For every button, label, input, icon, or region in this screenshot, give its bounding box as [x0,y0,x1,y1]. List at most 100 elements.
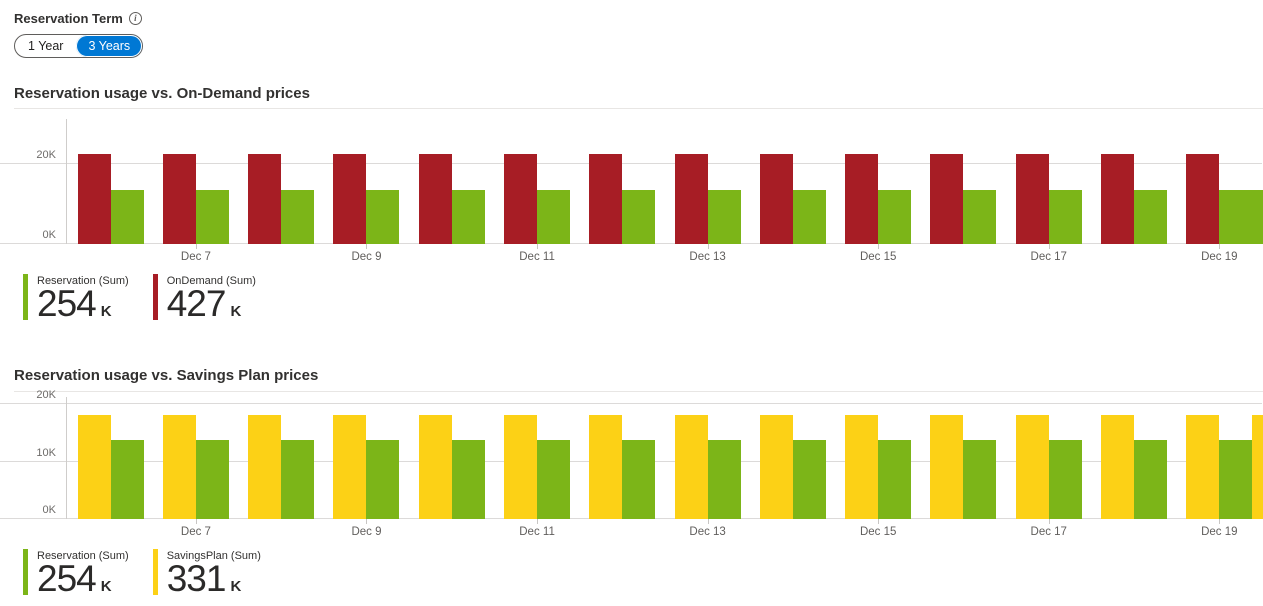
bar-reservation[interactable] [878,190,912,244]
bar-savingsplan[interactable] [162,415,196,519]
x-tick-mark [537,519,539,524]
bar-savingsplan[interactable] [674,415,708,519]
bar-group [324,154,409,244]
bar-reservation[interactable] [622,190,656,244]
bar-group [1006,415,1091,519]
partial-bar-right-edge[interactable] [1252,190,1263,244]
bar-group [68,415,153,519]
bar-ondemand[interactable] [1101,154,1135,244]
bar-savingsplan[interactable] [418,415,452,519]
bar-group [1006,154,1091,244]
bar-ondemand[interactable] [248,154,282,244]
x-axis-label: Dec 15 [836,244,921,266]
bar-savingsplan[interactable] [1186,415,1220,519]
bar-reservation[interactable] [792,440,826,519]
bars-row [68,397,1262,519]
x-axis-label: Dec 7 [153,519,238,541]
bar-reservation[interactable] [537,440,571,519]
bar-reservation[interactable] [1134,440,1168,519]
x-axis-slot [68,519,153,541]
legend-value: 427 [166,283,227,324]
x-axis-label: Dec 17 [1006,244,1091,266]
bar-ondemand[interactable] [1186,154,1220,244]
bar-reservation[interactable] [451,440,485,519]
x-axis-labels: Dec 7 Dec 9 Dec 11 Dec 13 Dec 15 Dec 17 Dec 19 [68,519,1262,541]
bar-reservation[interactable] [878,440,912,519]
bar-reservation[interactable] [195,440,229,519]
savings-plan-chart: 0K 10K 20K Dec 7 Dec 9 Dec 11 Dec 13 Dec 15 Dec… [0,389,1263,541]
bar-group [750,415,835,519]
bar-ondemand[interactable] [930,154,964,244]
section-divider [14,108,1263,109]
bar-reservation[interactable] [1048,190,1082,244]
legend-unit: K [230,578,242,595]
bar-ondemand[interactable] [1015,154,1049,244]
x-tick-mark [366,519,368,524]
bar-savingsplan[interactable] [504,415,538,519]
x-tick-mark [1048,244,1050,249]
bar-reservation[interactable] [366,440,400,519]
bar-ondemand[interactable] [418,154,452,244]
bar-savingsplan[interactable] [845,415,879,519]
legend-color-bar [152,549,158,595]
info-icon[interactable]: i [128,12,142,25]
bar-reservation[interactable] [195,190,229,244]
bar-reservation[interactable] [110,190,144,244]
bar-reservation[interactable] [281,440,315,519]
bar-savingsplan[interactable] [1015,415,1049,519]
bar-savingsplan[interactable] [248,415,282,519]
x-axis-slot [580,244,665,266]
bar-reservation[interactable] [1219,440,1253,519]
bar-group [1091,154,1176,244]
bar-savingsplan[interactable] [333,415,367,519]
x-tick-mark [707,244,709,249]
legend-color-bar [23,549,28,595]
bar-ondemand[interactable] [845,154,879,244]
x-axis-slot [580,519,665,541]
bar-reservation[interactable] [110,440,144,519]
bar-savingsplan[interactable] [930,415,964,519]
bar-reservation[interactable] [622,440,656,519]
y-axis-tick-label: 20K [36,388,56,401]
x-axis-label: Dec 13 [665,244,750,266]
x-axis-slot [409,244,494,266]
x-axis-labels: Dec 7 Dec 9 Dec 11 Dec 13 Dec 15 Dec 17 Dec 19 [68,244,1262,266]
x-axis-label: Dec 19 [1177,519,1262,541]
bar-reservation[interactable] [537,190,571,244]
x-axis-label: Dec 11 [494,519,579,541]
x-tick-mark [1219,519,1221,524]
bar-ondemand[interactable] [504,154,538,244]
partial-bar-right-edge[interactable] [1252,415,1263,519]
toggle-option-3-years[interactable]: 3 Years [76,35,143,57]
bar-savingsplan[interactable] [77,415,111,519]
bar-group [494,154,579,244]
x-axis-label: Dec 19 [1177,244,1262,266]
bar-reservation[interactable] [707,440,741,519]
bar-reservation[interactable] [1219,190,1253,244]
bar-savingsplan[interactable] [1101,415,1135,519]
bar-reservation[interactable] [451,190,485,244]
bar-reservation[interactable] [963,190,997,244]
bar-ondemand[interactable] [333,154,367,244]
bar-reservation[interactable] [963,440,997,519]
bar-reservation[interactable] [281,190,315,244]
legend-item-savingsplan: SavingsPlan (Sum) 331 K [152,549,261,597]
bar-group [324,415,409,519]
bar-savingsplan[interactable] [759,415,793,519]
bar-savingsplan[interactable] [589,415,623,519]
toggle-option-1-year[interactable]: 1 Year [15,35,76,57]
bar-reservation[interactable] [1048,440,1082,519]
bar-ondemand[interactable] [77,154,111,244]
bar-reservation[interactable] [1134,190,1168,244]
bar-group [1177,154,1262,244]
bar-reservation[interactable] [792,190,826,244]
bar-ondemand[interactable] [589,154,623,244]
bar-group [409,415,494,519]
x-tick-mark [878,244,880,249]
bar-group [921,415,1006,519]
bar-ondemand[interactable] [674,154,708,244]
bar-ondemand[interactable] [759,154,793,244]
bar-reservation[interactable] [707,190,741,244]
bar-reservation[interactable] [366,190,400,244]
bar-ondemand[interactable] [162,154,196,244]
